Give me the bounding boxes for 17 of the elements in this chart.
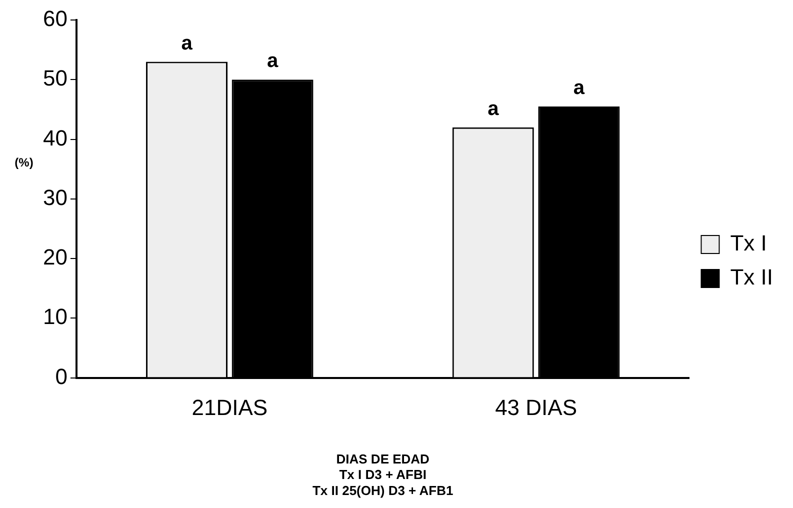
annotation: a [266, 50, 279, 72]
y-tick-label: 30 [42, 184, 68, 210]
annotation: a [181, 32, 194, 54]
legend-label: Tx II [730, 264, 774, 290]
y-tick-label: 10 [42, 304, 68, 330]
x-tick-label: 21DIAS [192, 395, 268, 420]
y-tick-label: 40 [42, 125, 68, 150]
legend-label: Tx I [730, 230, 767, 256]
y-tick-label: 50 [42, 66, 68, 91]
y-tick-label: 20 [42, 244, 68, 270]
y-axis-title: (%) [14, 155, 34, 170]
x-axis-title: DIAS DE EDAD Tx I D3 + AFBI Tx II 25(OH) D3 + AFB1 [312, 452, 454, 498]
y-tick-label: 0 [55, 364, 68, 389]
x-tick-label: 43 DIAS [495, 395, 578, 420]
annotation: a [573, 76, 586, 99]
annotation: a [488, 98, 500, 120]
y-tick-label: 60 [42, 6, 68, 32]
